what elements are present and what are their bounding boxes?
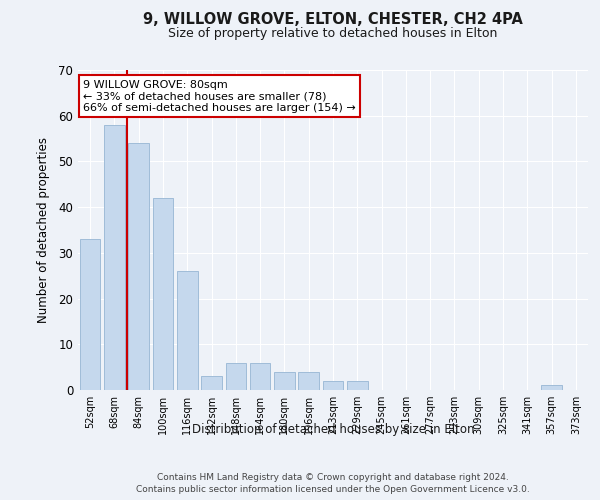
Bar [80,239,100,390]
Bar [323,381,343,390]
Text: Contains HM Land Registry data © Crown copyright and database right 2024.: Contains HM Land Registry data © Crown c… [157,472,509,482]
Bar [128,143,149,390]
Bar [226,362,246,390]
Bar [274,372,295,390]
Text: Contains public sector information licensed under the Open Government Licence v3: Contains public sector information licen… [136,485,530,494]
Bar [298,372,319,390]
Text: Size of property relative to detached houses in Elton: Size of property relative to detached ho… [169,28,497,40]
Bar [541,386,562,390]
Bar [104,125,125,390]
Text: Distribution of detached houses by size in Elton: Distribution of detached houses by size … [192,422,474,436]
Text: 9 WILLOW GROVE: 80sqm
← 33% of detached houses are smaller (78)
66% of semi-deta: 9 WILLOW GROVE: 80sqm ← 33% of detached … [83,80,356,113]
Bar [201,376,222,390]
Text: 9, WILLOW GROVE, ELTON, CHESTER, CH2 4PA: 9, WILLOW GROVE, ELTON, CHESTER, CH2 4PA [143,12,523,28]
Bar [152,198,173,390]
Bar [177,271,197,390]
Bar [250,362,271,390]
Y-axis label: Number of detached properties: Number of detached properties [37,137,50,323]
Bar [347,381,368,390]
